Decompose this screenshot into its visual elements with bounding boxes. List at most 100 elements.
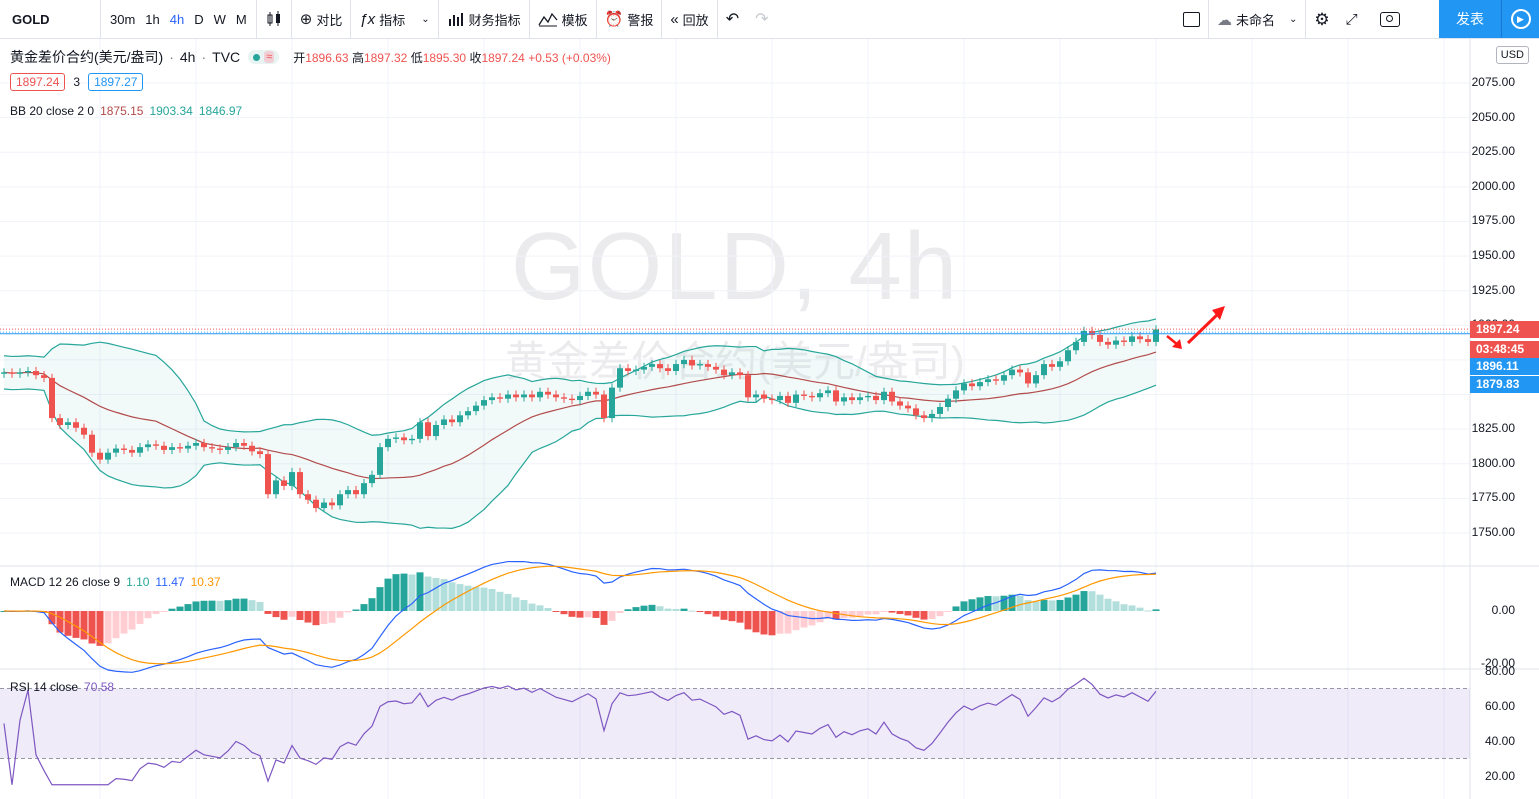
- macd-histogram-bar: [184, 604, 192, 611]
- candle-body: [393, 437, 399, 439]
- delay-badge: ≈: [264, 51, 275, 63]
- candle-body: [529, 394, 535, 398]
- interval-m[interactable]: M: [235, 11, 247, 27]
- rsi-legend[interactable]: RSI 14 close 70.58: [10, 680, 114, 694]
- macd-histogram-bar: [1080, 591, 1088, 611]
- cloud-icon: ☁: [1217, 11, 1232, 29]
- candle-body: [193, 443, 199, 446]
- macd-histogram-bar: [152, 611, 160, 615]
- candle-body: [761, 394, 767, 399]
- candle-body: [561, 397, 567, 399]
- publish-button[interactable]: 发表: [1439, 0, 1501, 38]
- macd-histogram-bar: [640, 605, 648, 611]
- templates-button[interactable]: 模板: [530, 0, 596, 39]
- settings-button[interactable]: ⚙: [1306, 0, 1337, 39]
- candle-body: [897, 401, 903, 406]
- snapshot-button[interactable]: [1366, 0, 1408, 39]
- candle-body: [137, 447, 143, 453]
- macd-histogram-bar: [896, 611, 904, 615]
- market-status-badge[interactable]: ≈: [248, 50, 280, 64]
- candle-body: [209, 447, 215, 449]
- open-label: 开: [293, 50, 306, 65]
- main-legend: 黄金差价合约(美元/盎司) · 4h · TVC ≈ 开1896.63 高189…: [10, 49, 611, 65]
- price-tick-label: 2000.00: [1471, 178, 1515, 193]
- candle-body: [881, 391, 887, 401]
- interval-30m[interactable]: 30m: [110, 11, 136, 27]
- macd-histogram-bar: [496, 591, 504, 611]
- macd-histogram-bar: [720, 611, 728, 620]
- macd-histogram-bar: [800, 611, 808, 628]
- macd-histogram-bar: [1048, 600, 1056, 611]
- macd-line: [3, 560, 1157, 673]
- candle-body: [857, 397, 863, 401]
- alert-button[interactable]: ⏰ 警报: [597, 0, 662, 39]
- rsi-tick-label: 20.00: [1484, 769, 1515, 783]
- candle-body: [889, 391, 895, 402]
- macd-histogram-bar: [264, 611, 272, 614]
- macd-histogram-bar: [1128, 605, 1136, 611]
- redo-button[interactable]: ↷: [747, 0, 776, 39]
- interval-d[interactable]: D: [194, 11, 204, 27]
- candle-body: [545, 391, 551, 395]
- compare-button[interactable]: ⊕ 对比: [292, 0, 351, 39]
- arrow-drawing-up: [1186, 310, 1222, 345]
- candle-body: [25, 371, 31, 373]
- chart-canvas[interactable]: [0, 39, 1539, 799]
- close-label: 收: [469, 50, 482, 65]
- interval-1h[interactable]: 1h: [145, 11, 160, 27]
- candle-body: [625, 368, 631, 371]
- macd-histogram-bar: [528, 603, 536, 611]
- interval-4h[interactable]: 4h: [169, 11, 185, 27]
- candle-body: [369, 474, 375, 484]
- candle-body: [649, 364, 655, 367]
- chart-type-button[interactable]: [257, 0, 291, 39]
- candle-type-icon: [267, 11, 280, 26]
- symbol-description[interactable]: 黄金差价合约(美元/盎司): [10, 49, 164, 65]
- symbol-search[interactable]: GOLD: [12, 11, 50, 27]
- replay-button[interactable]: « 回放: [662, 0, 716, 39]
- macd-histogram-bar: [888, 611, 896, 613]
- macd-histogram-bar: [104, 611, 112, 644]
- bb-legend[interactable]: BB 20 close 2 0 1875.15 1903.34 1846.97: [10, 104, 242, 118]
- macd-histogram-bar: [1104, 598, 1112, 611]
- bb-lower-line: [3, 384, 1157, 529]
- bb-upper-value: 1903.34: [149, 104, 193, 118]
- macd-histogram-bar: [304, 611, 312, 623]
- chevron-down-icon[interactable]: ⌄: [421, 13, 430, 25]
- candle-body: [921, 415, 927, 419]
- interval-w[interactable]: W: [213, 11, 226, 27]
- macd-histogram-bar: [536, 605, 544, 611]
- expand-icon: ⤢: [1345, 11, 1358, 28]
- macd-histogram-bar: [696, 611, 704, 613]
- macd-histogram-bar: [296, 611, 304, 621]
- macd-signal-value: 10.37: [190, 575, 221, 589]
- undo-button[interactable]: ↶: [718, 0, 747, 39]
- sell-price-button[interactable]: 1897.24: [10, 73, 66, 91]
- play-button[interactable]: ▶: [1501, 0, 1539, 38]
- macd-histogram-bar: [632, 607, 640, 611]
- candle-body: [169, 447, 175, 450]
- macd-histogram-bar: [368, 598, 376, 611]
- countdown-label: 03:48:45: [1470, 341, 1539, 358]
- fullscreen-button[interactable]: ⤢: [1338, 0, 1366, 39]
- candle-body: [17, 372, 23, 374]
- macd-histogram-bar: [376, 587, 384, 611]
- fullscreen-layout-button[interactable]: [1175, 0, 1208, 39]
- macd-legend[interactable]: MACD 12 26 close 9 1.10 11.47 10.37: [10, 575, 221, 589]
- candle-body: [865, 395, 871, 398]
- buy-price-button[interactable]: 1897.27: [88, 73, 144, 91]
- spread-value: 3: [73, 75, 81, 89]
- candle-body: [537, 391, 543, 398]
- candle-body: [345, 490, 351, 495]
- macd-histogram-bar: [952, 606, 960, 611]
- indicators-button[interactable]: ƒx 指标 ⌄: [351, 0, 437, 39]
- price-tick-label: 2075.00: [1471, 75, 1515, 89]
- candle-body: [1033, 375, 1039, 384]
- macd-histogram-bar: [728, 611, 736, 622]
- currency-button[interactable]: USD: [1495, 46, 1529, 64]
- macd-histogram-bar: [400, 573, 408, 611]
- macd-histogram-bar: [1088, 591, 1096, 611]
- layout-name-button[interactable]: ☁ 未命名 ⌄: [1209, 0, 1305, 39]
- candle-body: [129, 449, 135, 453]
- financials-button[interactable]: 财务指标: [439, 0, 529, 39]
